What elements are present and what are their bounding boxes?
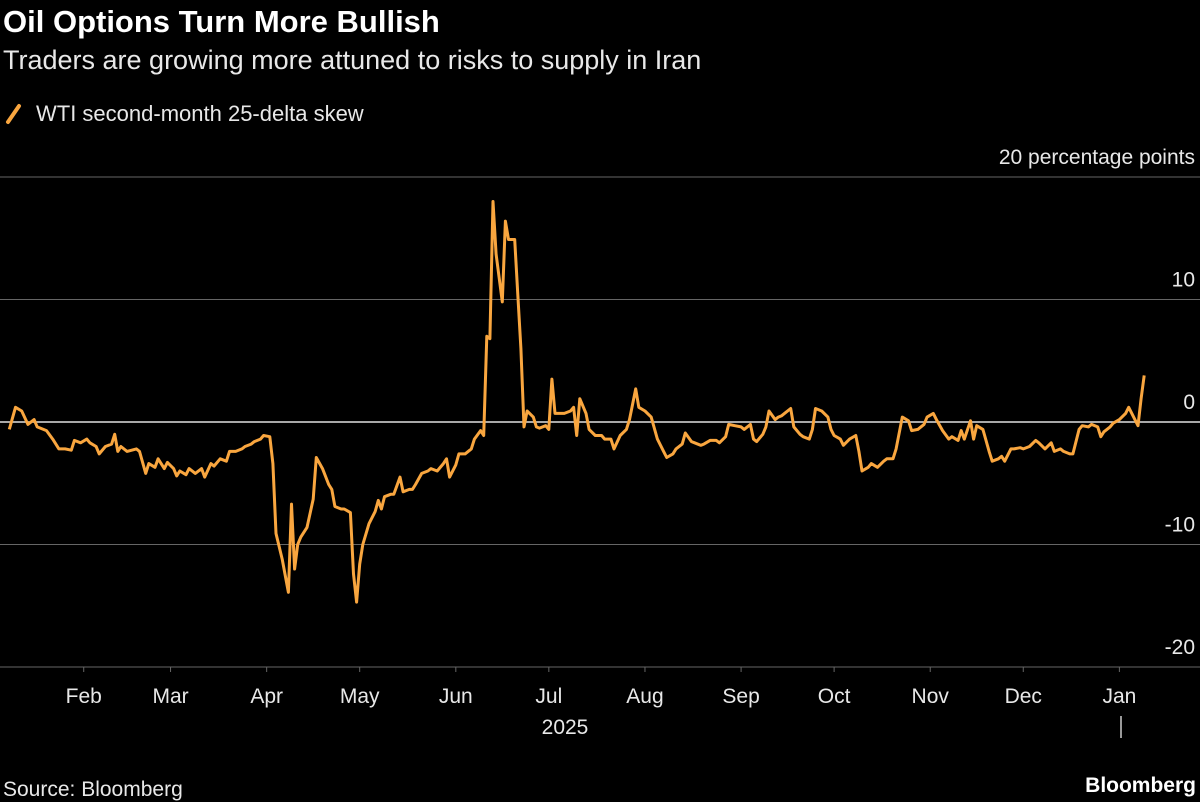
x-tick-label: Mar	[152, 685, 188, 708]
x-tick-label: Jul	[535, 685, 562, 708]
x-tick-label: Sep	[722, 685, 759, 708]
y-tick-label: -10	[1165, 514, 1195, 537]
chart-title: Oil Options Turn More Bullish	[3, 4, 440, 39]
x-tick-label: May	[340, 685, 380, 708]
y-tick-label: 10	[1172, 269, 1195, 292]
x-tick-label: Dec	[1005, 685, 1042, 708]
x-tick-label: Jun	[439, 685, 473, 708]
x-tick-label: Jan	[1102, 685, 1136, 708]
x-tick-label: Nov	[912, 685, 950, 708]
brand: Bloomberg	[1085, 774, 1196, 797]
source: Source: Bloomberg	[3, 778, 183, 801]
y-tick-label: -20	[1165, 636, 1195, 659]
y-tick-label: 20 percentage points	[999, 146, 1195, 169]
data-line	[7, 200, 1146, 604]
x-tick-label: Feb	[66, 685, 102, 708]
x-tick-label: Oct	[818, 685, 851, 708]
y-tick-label: 0	[1183, 391, 1195, 414]
x-tick-label: Apr	[250, 685, 283, 708]
year-label: 2025	[542, 716, 589, 739]
legend-label: WTI second-month 25-delta skew	[36, 101, 364, 126]
legend-swatch	[6, 104, 21, 124]
chart-subtitle: Traders are growing more attuned to risk…	[3, 45, 701, 75]
x-tick-label: Aug	[626, 685, 663, 708]
